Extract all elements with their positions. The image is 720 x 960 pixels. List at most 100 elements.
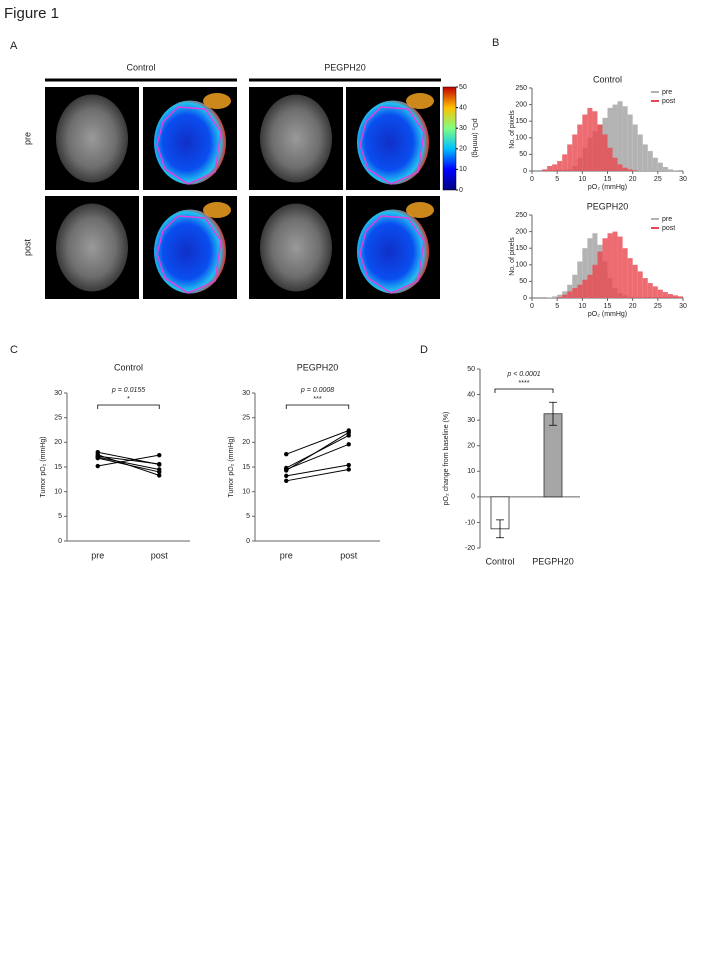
point xyxy=(157,469,162,475)
chart-title: PEGPH20 xyxy=(587,201,629,211)
histogram-bar xyxy=(577,284,583,298)
y-tick-label: 50 xyxy=(519,278,527,285)
histogram-bar xyxy=(562,294,568,298)
x-tick-label: 0 xyxy=(530,303,534,310)
po2-map xyxy=(154,100,226,185)
mri-image xyxy=(56,94,128,183)
y-tick-label: -20 xyxy=(465,545,475,552)
x-tick-label: 10 xyxy=(578,176,586,183)
y-tick-label: 30 xyxy=(467,417,475,424)
histogram-bar xyxy=(587,274,593,298)
panel-label: B xyxy=(492,37,499,49)
histogram-bar xyxy=(562,154,568,171)
histogram-bar xyxy=(592,111,598,171)
histogram-bar xyxy=(547,166,553,171)
histogram-bar xyxy=(622,248,628,298)
y-tick-label: 30 xyxy=(242,390,250,397)
histogram-bar xyxy=(552,164,558,171)
histogram-bar xyxy=(627,169,633,171)
colorbar-tick-label: 0 xyxy=(459,187,463,194)
pair-line xyxy=(97,457,160,473)
histogram-bar xyxy=(572,134,578,171)
tumor-outline xyxy=(156,106,222,185)
y-axis-label: Tumor pO₂ (mmHg) xyxy=(40,436,47,497)
point xyxy=(284,478,289,484)
histogram-bar xyxy=(572,274,578,298)
histogram-bar xyxy=(642,144,648,171)
y-tick-label: 200 xyxy=(515,101,527,108)
row-label: post xyxy=(22,238,32,256)
y-tick-label: 0 xyxy=(471,494,475,501)
histogram-bar xyxy=(632,124,638,171)
group-label: PEGPH20 xyxy=(324,62,366,72)
histogram-bar xyxy=(542,169,548,171)
mri-image xyxy=(260,203,332,292)
x-tick-label: 20 xyxy=(629,303,637,310)
hot-spot xyxy=(203,93,231,109)
pair-line xyxy=(97,456,160,470)
y-tick-label: 5 xyxy=(58,513,62,520)
x-axis-label: pO₂ (mmHg) xyxy=(588,184,627,191)
histogram-bar xyxy=(622,106,628,171)
histogram-bar xyxy=(587,107,593,171)
y-tick-label: 100 xyxy=(515,135,527,142)
histogram-bar xyxy=(662,292,668,298)
legend-label: pre xyxy=(662,216,672,223)
pair-line xyxy=(286,443,349,470)
sig-bracket xyxy=(285,404,350,409)
x-tick-label: 25 xyxy=(654,303,662,310)
histogram-bar xyxy=(602,238,608,298)
point xyxy=(346,442,351,447)
po2-map xyxy=(154,209,226,294)
y-tick-label: 0 xyxy=(523,295,527,302)
point xyxy=(95,453,100,459)
histogram-bar xyxy=(672,295,678,298)
y-tick-label: 5 xyxy=(246,513,250,520)
histogram-bar xyxy=(612,104,618,171)
significance: *** xyxy=(313,396,321,403)
row-label: pre xyxy=(22,132,32,145)
histogram-bar xyxy=(657,289,663,298)
p-value: p = 0.0008 xyxy=(300,387,334,394)
x-tick-label: pre xyxy=(91,550,104,560)
histogram-bar xyxy=(587,238,593,298)
point xyxy=(284,468,289,473)
x-tick-label: 5 xyxy=(555,303,559,310)
histogram-bar xyxy=(582,279,588,298)
histogram-bar xyxy=(612,231,618,298)
error-bar xyxy=(496,519,504,539)
x-tick-label: 30 xyxy=(679,176,687,183)
y-tick-label: 50 xyxy=(467,366,475,373)
x-tick-label: 25 xyxy=(654,176,662,183)
group-label: Control xyxy=(126,62,155,72)
colorbar-tick-label: 40 xyxy=(459,104,467,111)
y-axis-label: No. of pixels xyxy=(509,237,516,276)
histogram-bar xyxy=(577,124,583,171)
colorbar xyxy=(442,86,457,191)
y-tick-label: 40 xyxy=(467,391,475,398)
colorbar-tick-label: 50 xyxy=(459,84,467,91)
y-tick-label: 0 xyxy=(246,538,250,545)
y-tick-label: 0 xyxy=(523,168,527,175)
legend-label: pre xyxy=(662,89,672,96)
y-tick-label: 20 xyxy=(54,439,62,446)
chart-title: PEGPH20 xyxy=(297,362,339,372)
point xyxy=(157,461,162,467)
y-axis-label: Tumor pO₂ (mmHg) xyxy=(228,436,235,497)
y-tick-label: 10 xyxy=(242,489,250,496)
y-axis-label: No. of pixels xyxy=(509,110,516,149)
p-value: p < 0.0001 xyxy=(506,371,540,378)
y-tick-label: 0 xyxy=(58,538,62,545)
colorbar-tick-label: 20 xyxy=(459,146,467,153)
histogram-bar xyxy=(632,264,638,298)
x-tick-label: 30 xyxy=(679,303,687,310)
point xyxy=(284,451,289,457)
histogram-bar xyxy=(582,248,588,298)
pair-line xyxy=(286,468,349,482)
hot-spot xyxy=(406,93,434,109)
legend-label: post xyxy=(662,225,675,232)
histogram-bar xyxy=(612,157,618,171)
colorbar-label: pO₂ (mmHg) xyxy=(471,118,478,157)
panel-label: D xyxy=(420,344,428,356)
sig-bracket xyxy=(494,388,554,393)
